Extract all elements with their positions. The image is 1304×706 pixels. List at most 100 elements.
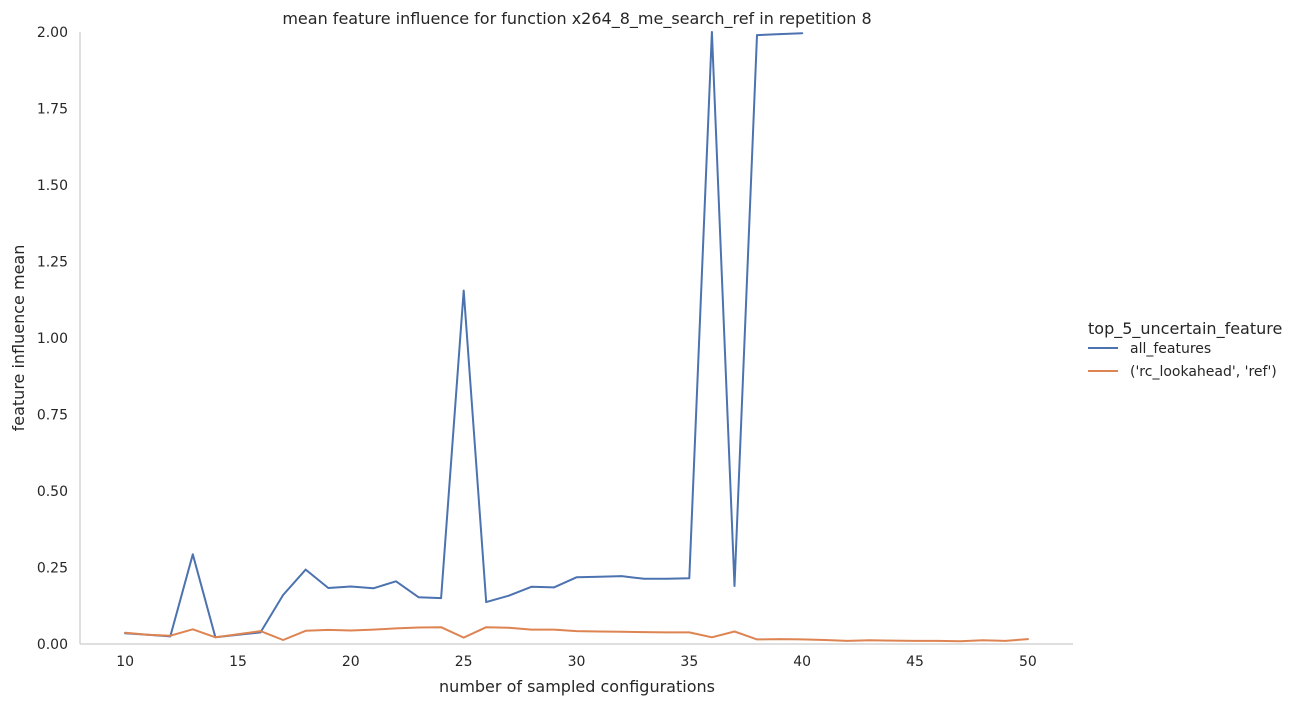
- x-ticks: 10 15 20 25 30 35 40 45 50: [116, 654, 1037, 670]
- series-lines: [124, 31, 1029, 643]
- data-point: [485, 626, 488, 628]
- series-group: [124, 31, 804, 639]
- data-point: [553, 586, 555, 589]
- y-tick-label: 0.75: [37, 408, 68, 424]
- data-point: [417, 596, 420, 598]
- data-point: [214, 636, 217, 639]
- data-point: [304, 568, 307, 571]
- x-tick-label: 50: [1019, 654, 1037, 670]
- x-tick-label: 30: [568, 654, 586, 670]
- data-point: [756, 638, 758, 641]
- data-point: [327, 629, 330, 631]
- legend: top_5_uncertain_feature all_features ('rc…: [1088, 319, 1282, 380]
- data-point: [304, 630, 307, 632]
- y-tick-label: 2.00: [37, 25, 68, 41]
- x-tick-label: 20: [342, 654, 360, 670]
- data-point: [846, 640, 849, 642]
- data-point: [259, 630, 262, 632]
- data-point: [620, 631, 623, 633]
- data-point: [508, 594, 510, 597]
- data-point: [169, 634, 172, 637]
- data-point: [327, 587, 330, 589]
- x-tick-label: 15: [229, 654, 247, 670]
- data-point: [598, 575, 600, 578]
- series-line-all-features: [124, 31, 804, 639]
- data-point: [688, 577, 691, 579]
- y-tick-label: 1.75: [37, 102, 68, 118]
- y-axis-label: feature influence mean: [9, 245, 28, 432]
- y-ticks: 0.00 0.25 0.50 0.75 1.00 1.25 1.50 1.75 2.00: [37, 25, 68, 653]
- x-tick-label: 10: [116, 654, 134, 670]
- data-point: [914, 640, 916, 642]
- data-point: [936, 640, 939, 642]
- data-point: [146, 634, 149, 636]
- data-point: [372, 587, 375, 590]
- data-point: [440, 597, 442, 599]
- legend-label: ('rc_lookahead', 'ref'): [1130, 364, 1277, 380]
- chart-title: mean feature influence for function x264…: [282, 9, 871, 29]
- data-point: [282, 594, 284, 596]
- y-tick-label: 1.00: [37, 331, 68, 347]
- data-point: [192, 553, 194, 556]
- data-point: [462, 289, 465, 292]
- data-point: [869, 639, 871, 642]
- data-point: [733, 585, 736, 587]
- data-point: [643, 578, 645, 580]
- data-point: [192, 628, 194, 631]
- data-point: [981, 639, 984, 642]
- x-tick-label: 35: [680, 654, 698, 670]
- data-point: [395, 580, 397, 583]
- data-point: [711, 31, 713, 33]
- y-tick-label: 0.50: [37, 484, 68, 500]
- data-point: [350, 629, 352, 632]
- series-line-rc-lookahead-ref: [124, 626, 1029, 643]
- data-point: [688, 631, 691, 634]
- data-point: [666, 578, 668, 580]
- data-point: [440, 626, 442, 628]
- data-point: [801, 638, 803, 641]
- x-tick-label: 40: [793, 654, 811, 670]
- data-point: [237, 633, 239, 635]
- legend-label: all_features: [1130, 341, 1211, 357]
- y-tick-label: 1.50: [37, 178, 68, 194]
- x-tick-label: 25: [455, 654, 473, 670]
- data-point: [395, 627, 397, 630]
- data-point: [756, 34, 758, 36]
- data-point: [778, 638, 781, 640]
- data-point: [711, 636, 713, 639]
- data-point: [462, 636, 465, 639]
- data-point: [733, 630, 736, 633]
- data-point: [124, 631, 126, 634]
- data-point: [282, 639, 284, 641]
- legend-title: top_5_uncertain_feature: [1088, 319, 1282, 339]
- y-tick-label: 1.25: [37, 255, 68, 271]
- x-tick-label: 45: [906, 654, 924, 670]
- data-point: [824, 639, 826, 641]
- data-point: [891, 639, 894, 642]
- data-point: [1027, 638, 1029, 640]
- data-point: [801, 32, 803, 34]
- data-point: [372, 628, 375, 631]
- data-point: [350, 585, 352, 588]
- data-point: [530, 586, 533, 588]
- data-point: [620, 575, 623, 577]
- x-axis-label: number of sampled configurations: [439, 677, 715, 696]
- y-tick-label: 0.25: [37, 561, 68, 577]
- data-point: [1004, 640, 1007, 642]
- data-point: [643, 631, 645, 633]
- series-group: [124, 626, 1029, 643]
- data-point: [485, 601, 488, 603]
- data-point: [530, 628, 533, 631]
- data-point: [598, 630, 600, 633]
- y-tick-label: 0.00: [37, 637, 68, 653]
- data-point: [959, 640, 961, 642]
- data-point: [553, 628, 555, 631]
- data-point: [666, 631, 668, 634]
- axes: [79, 32, 1073, 645]
- data-point: [575, 576, 578, 579]
- data-point: [778, 33, 781, 35]
- data-point: [508, 627, 510, 629]
- data-point: [417, 626, 420, 629]
